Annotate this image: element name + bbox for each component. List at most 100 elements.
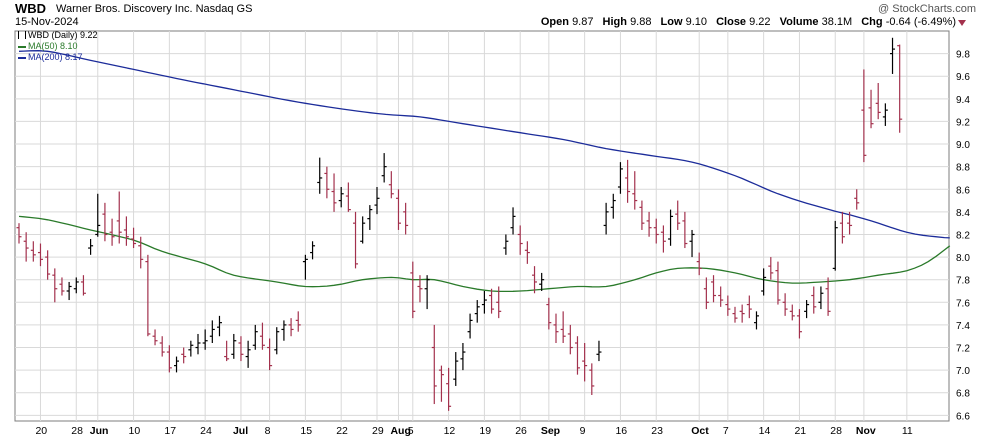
y-tick-label: 9.4 (956, 95, 970, 106)
ohlc-bar (45, 250, 51, 280)
y-tick-label: 9.2 (956, 117, 970, 128)
plot-area (14, 30, 950, 422)
x-tick-label: 15 (300, 425, 312, 437)
x-tick-label: 11 (902, 425, 913, 437)
ohlc-bar (882, 103, 888, 126)
x-tick-label: 10 (129, 425, 141, 437)
ohlc-bar (567, 324, 573, 355)
watermark: @ StockCharts.com (878, 3, 976, 15)
ma50-line (18, 215, 951, 293)
low-value: 9.10 (685, 16, 708, 28)
ohlc-bar (88, 239, 94, 255)
ohlc-bar (109, 218, 115, 246)
x-tick-label: 29 (372, 425, 384, 437)
x-tick-label: 21 (794, 425, 806, 437)
ohlc-bar (424, 275, 430, 310)
ohlc-bar (782, 293, 788, 316)
ohlc-bar (625, 159, 631, 203)
ohlc-bar (324, 166, 330, 199)
ohlc-bar (460, 343, 466, 371)
ohlc-bar (302, 254, 308, 280)
chart-date: 15-Nov-2024 (15, 16, 79, 28)
low-label: Low (660, 16, 683, 28)
y-tick-label: 7.6 (956, 298, 970, 309)
ohlc-bar (431, 324, 437, 405)
y-tick-label: 7.8 (956, 276, 970, 287)
ma200-line (18, 50, 950, 239)
ohlc-bar (152, 329, 158, 346)
x-tick-label: 20 (35, 425, 47, 437)
ohlc-bar (861, 69, 867, 163)
ohlc-bar (811, 286, 817, 314)
ohlc-bar (295, 311, 301, 332)
ohlc-bar (539, 272, 545, 291)
ohlc-bar (252, 324, 258, 350)
ohlc-bar (617, 162, 623, 194)
ohlc-bar (689, 229, 695, 258)
ticker-symbol: WBD (15, 1, 47, 16)
ohlc-bar (603, 202, 609, 235)
ohlc-bar (360, 216, 366, 244)
ohlc-bar (216, 315, 222, 337)
ohlc-bar (467, 313, 473, 339)
y-tick-label: 6.6 (956, 411, 970, 422)
x-tick-label: 22 (336, 425, 348, 437)
ohlc-bar (718, 286, 724, 307)
ohlc-bar (123, 216, 129, 246)
y-tick-label: 9.0 (956, 140, 970, 151)
ohlc-bar (245, 340, 251, 368)
company-name-text: Warner Bros. Discovery Inc. (56, 3, 193, 15)
ohlc-bar (52, 268, 58, 303)
ohlc-bar (353, 211, 359, 269)
ohlc-summary: Open 9.87 High 9.88 Low 9.10 Close 9.22 … (541, 16, 956, 28)
x-tick-label: 23 (651, 425, 663, 437)
ohlc-bar (675, 200, 681, 230)
ohlc-bar (202, 329, 208, 350)
ohlc-bar (95, 193, 101, 237)
ohlc-bar (854, 189, 860, 210)
ohlc-bar (16, 223, 22, 244)
ohlc-bar (59, 277, 65, 296)
ohlc-bar (574, 336, 580, 375)
x-tick-label: Oct (691, 425, 709, 437)
ohlc-bar (259, 322, 265, 350)
ohlc-bar (739, 304, 745, 323)
x-tick-label: 12 (444, 425, 456, 437)
ohlc-bar-icon (18, 31, 26, 39)
ohlc-bar (331, 173, 337, 212)
ohlc-bar (209, 320, 215, 343)
ohlc-bar (589, 363, 595, 395)
y-tick-label: 9.6 (956, 72, 970, 83)
ohlc-bar (188, 340, 194, 357)
ohlc-bar (474, 300, 480, 323)
ohlc-bar (417, 275, 423, 303)
ohlc-bar (238, 336, 244, 362)
ohlc-bar (753, 311, 759, 330)
price-bars (16, 37, 903, 411)
ohlc-bar (732, 306, 738, 323)
ohlc-bar (102, 202, 108, 242)
ohlc-bar (174, 356, 180, 373)
ohlc-bar (682, 211, 688, 249)
ohlc-bar (73, 277, 79, 294)
y-tick-label: 7.2 (956, 344, 970, 355)
ohlc-bar (596, 340, 602, 362)
x-tick-label: Aug (390, 425, 410, 437)
x-tick-label: Jun (90, 425, 109, 437)
ohlc-bar (632, 171, 638, 210)
change-label: Chg (861, 16, 883, 28)
legend-price-label: WBD (Daily) 9.22 (28, 30, 98, 40)
ohlc-bar (653, 218, 659, 244)
ohlc-bar (403, 202, 409, 235)
ohlc-bar (145, 254, 151, 337)
ohlc-bar (338, 187, 344, 208)
ohlc-bar (37, 243, 43, 267)
y-tick-label: 7.4 (956, 321, 970, 332)
ohlc-bar (789, 304, 795, 321)
ohlc-bar (503, 234, 509, 255)
ohlc-bar (746, 295, 752, 319)
ohlc-bar (80, 275, 86, 296)
high-value: 9.88 (630, 16, 652, 28)
volume-label: Volume (779, 16, 819, 28)
